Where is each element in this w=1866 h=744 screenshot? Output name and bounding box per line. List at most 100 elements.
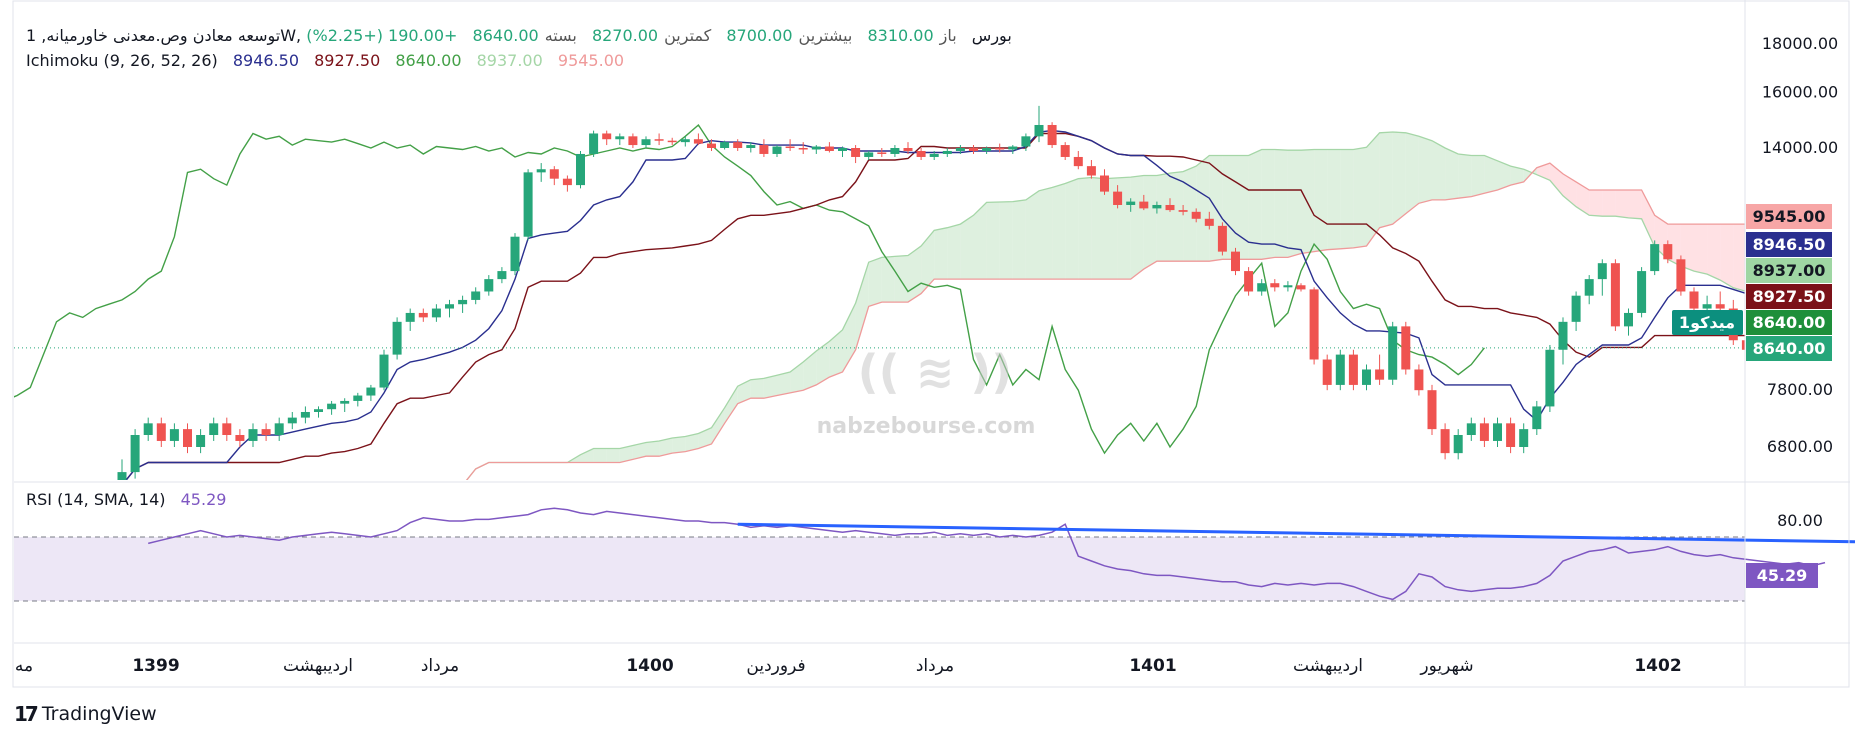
tradingview-branding[interactable]: 17 TradingView xyxy=(14,702,157,726)
time-label: 1401 xyxy=(1129,656,1176,676)
candle xyxy=(418,308,428,322)
cloud-segment xyxy=(999,201,1013,280)
candle xyxy=(1021,133,1031,151)
candle-body xyxy=(353,395,363,401)
price-tick-label: 18000.00 xyxy=(1762,34,1838,53)
candle xyxy=(1309,287,1319,365)
candle-body xyxy=(1584,279,1594,296)
candle-body xyxy=(903,148,913,151)
candle-body xyxy=(890,148,900,154)
candle xyxy=(916,148,926,161)
candle xyxy=(576,150,585,189)
rsi-band xyxy=(14,537,1745,601)
symbol-title[interactable]: توسعه معادن وص.معدنی خاورمیانه, 1W, بورس xyxy=(26,26,1012,45)
cloud-segment xyxy=(1720,224,1734,288)
price-axis[interactable]: 18000.00 16000.00 14000.00 7800.00 6800.00 80… xyxy=(1672,34,1838,588)
cloud-segment xyxy=(1314,149,1328,252)
candle xyxy=(1139,194,1149,211)
candle xyxy=(1466,417,1476,441)
candle-body xyxy=(864,152,874,157)
change-value: +190.00 (+2.25%) xyxy=(306,26,458,45)
candles xyxy=(117,105,1745,480)
candle-body xyxy=(838,148,847,151)
candle xyxy=(1113,185,1123,209)
cloud-segment xyxy=(1379,132,1393,228)
rsi-tag-box xyxy=(1746,563,1818,588)
candle xyxy=(327,400,337,415)
candle-body xyxy=(1453,434,1463,454)
candle xyxy=(1322,354,1332,391)
rsi-legend[interactable]: RSI (14, SMA, 14) 45.29 xyxy=(26,490,236,509)
candle xyxy=(1060,142,1070,161)
candle xyxy=(471,287,481,305)
candle xyxy=(707,139,716,151)
candle xyxy=(654,133,664,146)
ichimoku-conversion-value: 8946.50 xyxy=(232,51,299,70)
cloud-segment xyxy=(1510,166,1524,186)
candle-body xyxy=(929,153,939,157)
time-axis[interactable]: مه 1399 اردیبهشت مرداد 1400 فروردین مرداد 1401 ا… xyxy=(15,656,1682,676)
cloud-segment xyxy=(973,202,987,280)
candle xyxy=(955,145,965,154)
candle-body xyxy=(1335,354,1345,385)
candle-body xyxy=(1231,251,1240,272)
candle xyxy=(667,137,677,146)
candle xyxy=(1008,145,1018,154)
rsi-tick-label: 80.00 xyxy=(1777,511,1823,530)
cloud-segment xyxy=(737,379,751,404)
candle xyxy=(785,139,795,151)
candle xyxy=(314,406,323,418)
cloud-segment xyxy=(1052,183,1066,280)
cloud-segment xyxy=(1065,178,1079,280)
cloud-segment xyxy=(855,262,869,350)
cloud-segment xyxy=(1274,149,1288,258)
candle-body xyxy=(667,140,677,143)
candle xyxy=(209,417,219,441)
candle-body xyxy=(1466,423,1476,435)
candle xyxy=(929,150,939,161)
symbol-tag: میدکو1 xyxy=(1672,310,1743,335)
candle-body xyxy=(602,133,612,140)
candle xyxy=(261,423,271,441)
candle xyxy=(1073,150,1083,170)
candle-body xyxy=(877,152,887,154)
cloud-segment xyxy=(1589,190,1603,217)
candle xyxy=(510,233,520,276)
cloud-segment xyxy=(632,442,646,460)
candle xyxy=(1348,349,1358,391)
candle xyxy=(1100,169,1109,195)
candle xyxy=(1493,417,1502,447)
candle xyxy=(353,392,363,407)
candle-body xyxy=(183,429,192,447)
cloud-segment xyxy=(724,386,738,424)
candle xyxy=(1440,423,1450,460)
candle-body xyxy=(445,304,454,309)
ichimoku-legend[interactable]: Ichimoku (9, 26, 52, 26) 8946.50 8927.50… xyxy=(26,51,634,70)
candle xyxy=(169,423,179,447)
price-tick-label: 14000.00 xyxy=(1762,138,1838,157)
price-tag-label: 8640.00 xyxy=(1753,313,1826,332)
cloud-segment xyxy=(1576,181,1590,216)
candle-body xyxy=(982,148,992,151)
cloud-segment xyxy=(698,427,712,449)
price-tick-label: 16000.00 xyxy=(1762,83,1838,102)
leading-span-b-line xyxy=(465,162,1745,480)
candle xyxy=(405,308,415,331)
candle xyxy=(458,295,468,313)
candle-body xyxy=(379,354,389,388)
low-label: کمترین xyxy=(664,26,712,45)
candle xyxy=(1152,201,1162,214)
candle-body xyxy=(1021,136,1031,147)
candle xyxy=(1375,354,1385,385)
candle-body xyxy=(1506,423,1516,447)
cloud-segment xyxy=(908,246,922,303)
candle-body xyxy=(1571,295,1581,322)
open-label: باز xyxy=(939,26,957,45)
candle-body xyxy=(1139,201,1149,209)
candle xyxy=(851,145,861,164)
candle xyxy=(1453,429,1463,460)
candle xyxy=(196,429,206,454)
candle-body xyxy=(798,148,808,150)
time-label: 1400 xyxy=(626,656,673,676)
